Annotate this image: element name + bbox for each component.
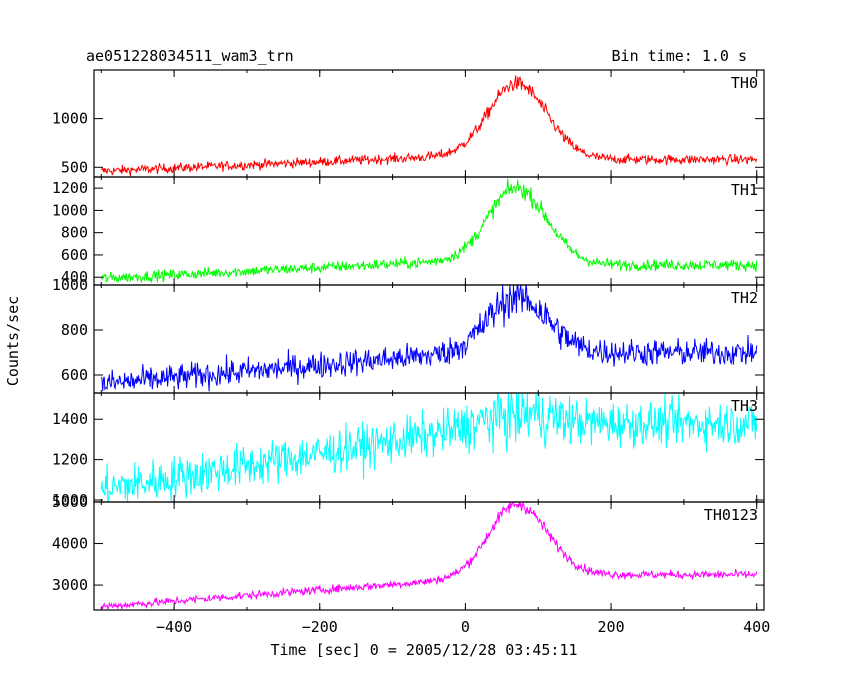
y-tick-label: 1000 xyxy=(52,276,88,294)
y-tick-label: 1400 xyxy=(52,410,88,428)
y-tick-label: 5000 xyxy=(52,493,88,511)
y-tick-label: 800 xyxy=(61,321,88,339)
panel-th0: 500 1000 TH0 xyxy=(52,69,765,178)
y-tick-label: 800 xyxy=(61,224,88,242)
x-tick-label: 400 xyxy=(743,618,770,636)
y-tick-label: 1000 xyxy=(52,491,88,509)
panels: 500 1000 TH0 400 600 800 1000 1200 TH1 600 800 1000… xyxy=(52,69,765,611)
y-tick-label: 600 xyxy=(61,366,88,384)
y-tick-label: 4000 xyxy=(52,535,88,553)
panel-th1: 400 600 800 1000 1200 TH1 xyxy=(52,176,765,286)
panel-label: TH2 xyxy=(731,289,758,307)
panel-label: TH0123 xyxy=(704,506,758,524)
y-tick-label: 1200 xyxy=(52,451,88,469)
y-tick-label: 1000 xyxy=(52,110,88,128)
y-tick-label: 1000 xyxy=(52,201,88,219)
x-tick-label: 0 xyxy=(461,618,470,636)
panel-label: TH1 xyxy=(731,181,758,199)
series-th1 xyxy=(100,178,758,284)
y-tick-label: 600 xyxy=(61,246,88,264)
x-tick-label: −400 xyxy=(156,618,192,636)
x-axis: −400 −200 0 200 400 xyxy=(156,618,770,636)
panel-th3: 1000 1200 1400 TH3 xyxy=(52,392,765,509)
series-th0 xyxy=(100,75,758,177)
bin-time-label: Bin time: 1.0 s xyxy=(612,47,747,65)
x-axis-label: Time [sec] 0 = 2005/12/28 03:45:11 xyxy=(270,641,577,659)
y-tick-label: 500 xyxy=(61,158,88,176)
panel-th2: 600 800 1000 TH2 xyxy=(52,276,765,394)
series-th3 xyxy=(100,392,758,503)
chart-title: ae051228034511_wam3_trn xyxy=(86,47,294,65)
panel-th0123: 3000 4000 5000 TH0123 xyxy=(52,493,765,611)
y-tick-label: 400 xyxy=(61,268,88,286)
y-axis-label: Counts/sec xyxy=(4,296,22,386)
x-tick-label: 200 xyxy=(598,618,625,636)
panel-label: TH3 xyxy=(731,397,758,415)
panel-frame xyxy=(93,176,765,286)
panel-frame xyxy=(93,501,765,611)
y-tick-label: 1200 xyxy=(52,179,88,197)
panel-label: TH0 xyxy=(731,74,758,92)
series-th2 xyxy=(100,284,758,392)
x-tick-label: −200 xyxy=(302,618,338,636)
series-th0123 xyxy=(100,501,758,610)
y-tick-label: 3000 xyxy=(52,576,88,594)
panel-frame xyxy=(93,284,765,394)
